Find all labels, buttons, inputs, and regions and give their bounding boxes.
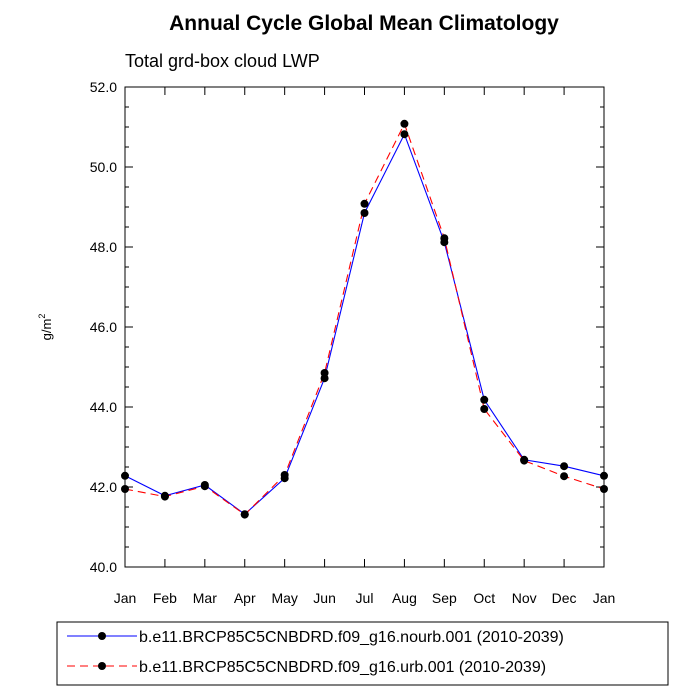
series-line-1 xyxy=(124,132,605,515)
x-tick-label: Aug xyxy=(392,590,417,606)
x-tick-label: Jan xyxy=(593,590,616,606)
series-2-point xyxy=(600,485,608,493)
series-2-point xyxy=(320,369,329,377)
series-1-point xyxy=(480,395,489,404)
series-2-point xyxy=(121,485,129,493)
y-axis: 40.0 42.0 44.0 46.0 48.0 50.0 52.0 xyxy=(90,79,604,575)
y-tick-label: 46.0 xyxy=(90,319,117,335)
legend-label-2: b.e11.BRCP85C5CNBDRD.f09_g16.urb.001 (20… xyxy=(139,659,546,676)
series-2-point xyxy=(440,234,449,243)
series-2-point xyxy=(360,199,369,208)
y-tick-label: 48.0 xyxy=(90,239,117,255)
y-tick-label: 42.0 xyxy=(90,479,117,495)
x-tick-label: Jul xyxy=(356,590,374,606)
series-1-point xyxy=(121,471,129,480)
chart-subtitle: Total grd-box cloud LWP xyxy=(125,51,320,71)
series-line-2 xyxy=(124,122,605,516)
x-tick-label: Jan xyxy=(114,590,137,606)
x-tick-label: Jun xyxy=(313,590,336,606)
legend-marker-2 xyxy=(98,662,106,670)
legend: b.e11.BRCP85C5CNBDRD.f09_g16.nourb.001 (… xyxy=(67,629,564,676)
x-tick-label: Sep xyxy=(432,590,457,606)
series-1-point xyxy=(400,130,409,139)
x-tick-label: Dec xyxy=(552,590,577,606)
series-layer xyxy=(121,119,608,519)
series-1-point xyxy=(360,209,369,217)
x-tick-label: Mar xyxy=(193,590,217,606)
x-tick-label: Apr xyxy=(234,590,256,606)
y-axis-label-unit: g/m xyxy=(39,319,54,341)
series-2-point xyxy=(240,510,249,519)
y-tick-label: 52.0 xyxy=(90,79,117,95)
plot-frame xyxy=(124,86,605,568)
series-1-point xyxy=(600,471,608,480)
series-2-point xyxy=(400,119,409,128)
legend-label-1: b.e11.BRCP85C5CNBDRD.f09_g16.nourb.001 (… xyxy=(139,629,564,646)
series-2-point xyxy=(480,405,489,413)
x-tick-label: Nov xyxy=(512,590,537,606)
legend-marker-1 xyxy=(98,632,106,640)
x-tick-label: May xyxy=(271,590,297,606)
series-2-point xyxy=(560,472,569,481)
y-tick-label: 40.0 xyxy=(90,559,117,575)
y-tick-label: 44.0 xyxy=(90,399,117,415)
series-2-point xyxy=(200,482,209,491)
y-axis-label-superscript: 2 xyxy=(37,314,47,319)
series-1-point xyxy=(560,462,569,471)
x-axis: Jan Feb Mar Apr May Jun Jul Aug Sep Oct Nov Dec Jan xyxy=(114,87,616,606)
chart-title: Annual Cycle Global Mean Climatology xyxy=(169,12,559,35)
series-2-point xyxy=(520,456,529,465)
y-tick-label: 50.0 xyxy=(90,159,117,175)
series-2-point xyxy=(160,492,169,501)
x-tick-label: Feb xyxy=(153,590,177,606)
series-2-point xyxy=(280,471,289,479)
legend-box xyxy=(56,621,669,686)
y-axis-label: g/m2 xyxy=(37,314,54,341)
x-tick-label: Oct xyxy=(473,590,495,606)
